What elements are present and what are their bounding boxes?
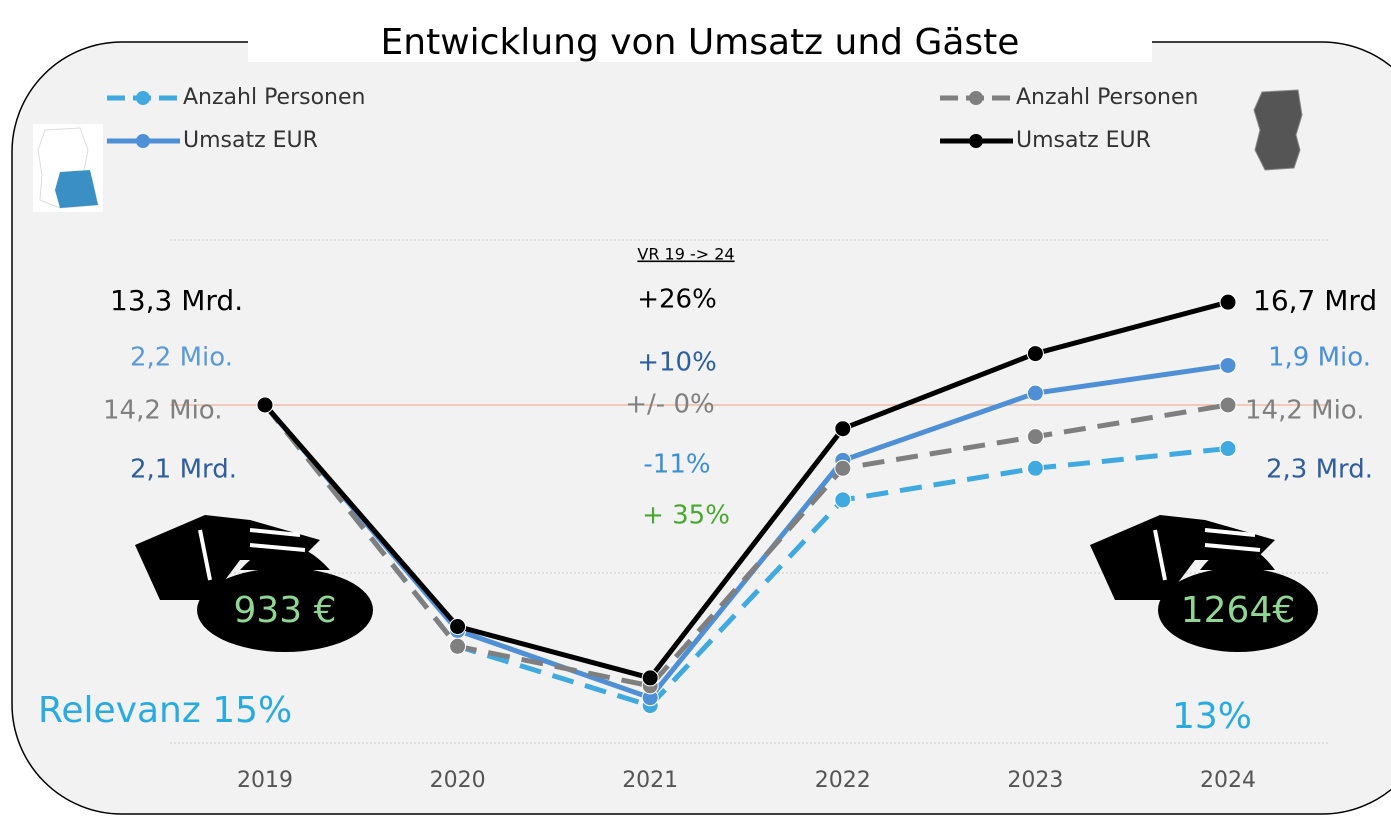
map-bavaria (33, 124, 103, 212)
series-marker (1219, 356, 1237, 374)
annotation: -11% (643, 450, 710, 480)
annotation: Relevanz 15% (38, 690, 292, 731)
series-marker (641, 669, 659, 687)
annotation: 16,7 Mrd (1253, 284, 1377, 317)
annotation: 2,2 Mio. (130, 343, 233, 373)
series-marker (449, 637, 467, 655)
series-marker (834, 420, 852, 438)
annotation: 2,1 Mrd. (130, 455, 237, 485)
legend-label: Umsatz EUR (1016, 128, 1151, 153)
legend-marker (136, 91, 150, 105)
series-marker (1219, 293, 1237, 311)
title-box (248, 0, 1152, 62)
x-tick-label: 2024 (1200, 768, 1256, 793)
annotation: + 35% (642, 501, 730, 531)
legend-label: Anzahl Personen (1016, 85, 1198, 110)
annotation: 13% (1172, 696, 1252, 737)
annotation: +10% (637, 348, 717, 378)
legend-marker (969, 91, 983, 105)
annotation: 13,3 Mrd. (110, 284, 243, 317)
map-germany (1253, 89, 1303, 171)
annotation: 14,2 Mio. (103, 396, 223, 426)
annotation: +/- 0% (625, 390, 714, 420)
series-line (263, 299, 1229, 681)
x-tick-label: 2023 (1007, 768, 1063, 793)
series-marker (1026, 345, 1044, 363)
annotation: 2,3 Mrd. (1266, 455, 1373, 485)
series-marker (256, 396, 274, 414)
legend-marker (136, 134, 150, 148)
series-marker (1219, 440, 1237, 458)
legend-label: Anzahl Personen (183, 85, 365, 110)
chart-title: Entwicklung von Umsatz und Gäste (381, 22, 1020, 63)
series-line (263, 402, 1229, 689)
x-tick-label: 2021 (622, 768, 678, 793)
series-marker (834, 491, 852, 509)
series-marker (834, 459, 852, 477)
annotation: 14,2 Mio. (1245, 396, 1365, 426)
series-marker (1026, 459, 1044, 477)
money-bag-right (1090, 515, 1318, 652)
x-tick-label: 2020 (430, 768, 486, 793)
annotation: 1,9 Mio. (1268, 343, 1371, 373)
series-marker (1026, 428, 1044, 446)
x-tick-label: 2019 (237, 768, 293, 793)
money-bag-left (135, 515, 373, 652)
annotation: 933 € (233, 590, 336, 631)
legend-label: Umsatz EUR (183, 128, 318, 153)
x-tick-label: 2022 (815, 768, 871, 793)
series-marker (449, 618, 467, 636)
annotation: VR 19 -> 24 (637, 245, 734, 264)
series-marker (1219, 396, 1237, 414)
annotation: 1264€ (1181, 590, 1296, 631)
annotation: +26% (637, 285, 717, 315)
legend-marker (969, 134, 983, 148)
series-marker (1026, 384, 1044, 402)
